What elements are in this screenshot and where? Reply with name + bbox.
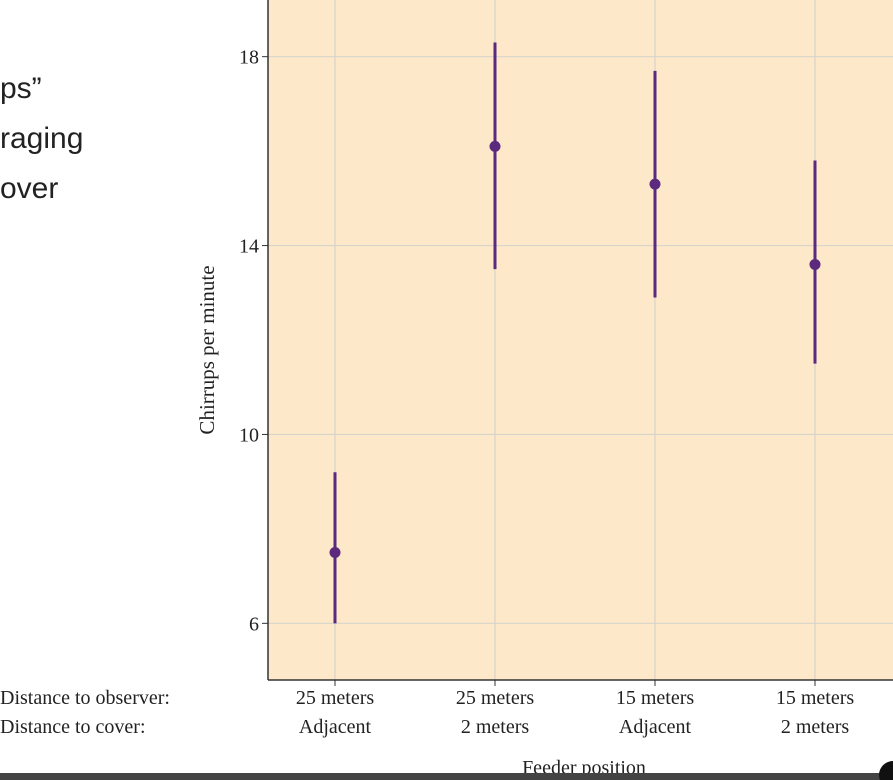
icon — [879, 761, 893, 780]
x-tick-label: Adjacent — [619, 716, 692, 738]
x-tick-label: 25 meters — [456, 687, 535, 709]
y-tick-label: 6 — [249, 613, 259, 635]
plot-background — [268, 0, 893, 680]
y-tick-label: 10 — [239, 424, 259, 446]
slide-line: raging — [0, 122, 83, 155]
slide-text: ps” raging over — [0, 72, 83, 205]
x-tick-label: 2 meters — [461, 716, 530, 738]
x-tick-label: 2 meters — [781, 716, 850, 738]
x-tick-label: 25 meters — [296, 687, 375, 709]
point — [329, 547, 341, 558]
x-tick-label: 15 meters — [616, 687, 695, 709]
x-tick-label: 15 meters — [776, 687, 855, 709]
row-label: Distance to cover: — [0, 716, 146, 738]
slide-line: over — [0, 172, 58, 205]
x-tick-label: Adjacent — [299, 716, 372, 738]
footer-bar — [0, 773, 893, 780]
y-axis-label: Chirrups per minute — [195, 265, 219, 434]
y-tick-label: 14 — [239, 236, 259, 258]
y-tick-label: 18 — [239, 47, 259, 69]
point — [649, 178, 661, 190]
row-label: Distance to observer: — [0, 687, 170, 709]
slide-line: ps” — [0, 72, 42, 105]
point — [809, 258, 821, 270]
point — [489, 140, 501, 152]
